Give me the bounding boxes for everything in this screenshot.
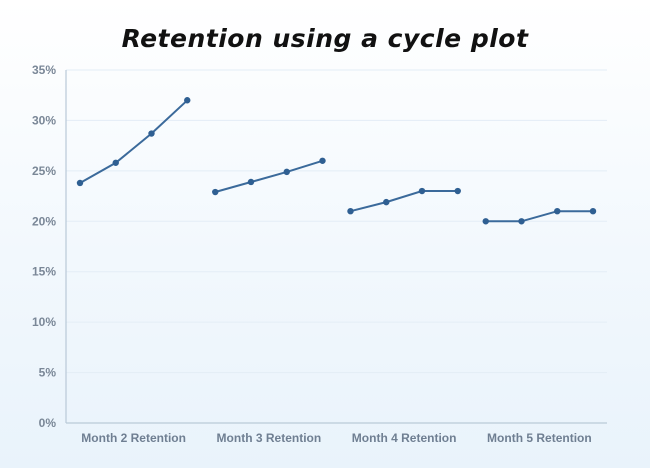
series-line [215,159,323,193]
data-point [518,218,525,225]
y-tick-label: 0% [39,416,57,430]
data-point [383,198,390,206]
data-point [212,188,219,196]
data-point [454,187,461,195]
data-point [319,157,326,164]
y-tick-labels: 0% 5% 10% 15% 20% 25% 30% 35% [32,63,56,430]
y-tick-label: 35% [32,63,56,77]
data-point [589,208,597,215]
series-cycle [76,97,191,187]
axes [65,70,607,424]
y-tick-label: 5% [39,366,57,380]
x-category-label: Month 3 Retention [217,431,322,445]
x-category-labels: Month 2 Retention Month 3 Retention Month … [81,431,591,445]
x-category-label: Month 2 Retention [81,431,186,445]
y-tick-label: 25% [32,164,56,178]
y-tick-label: 30% [32,113,56,127]
data-point [184,97,191,104]
y-tick-label: 10% [32,315,56,329]
data-point [247,178,255,186]
data-point [112,159,119,166]
y-tick-label: 15% [32,265,56,279]
data-point [148,130,155,137]
data-point [347,208,354,215]
y-tick-label: 20% [32,214,56,228]
series-line [485,210,593,223]
x-category-label: Month 4 Retention [352,431,457,445]
chart-title: Retention using a cycle plot [122,24,529,53]
data-point [554,208,561,215]
grid-lines [66,69,607,374]
series-cycle [482,208,597,225]
series-line [79,99,188,184]
series-group [76,97,597,225]
x-category-label: Month 5 Retention [487,431,592,445]
data-point [76,179,84,187]
series-line [350,190,458,213]
data-point [283,168,290,176]
series-cycle [347,187,461,215]
data-point [482,218,489,225]
series-cycle [212,157,326,196]
data-point [418,187,426,195]
